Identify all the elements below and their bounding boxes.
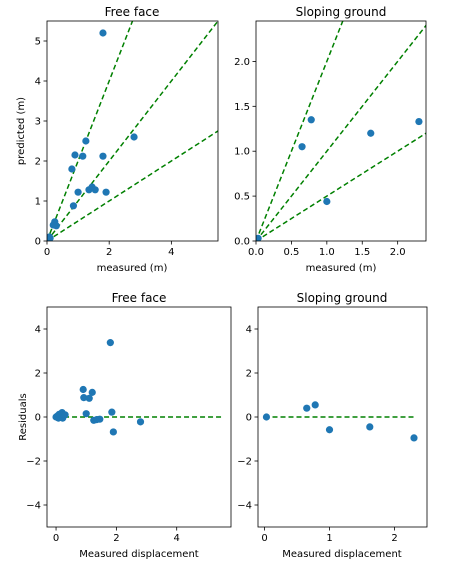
x-tick-label: 2 — [106, 247, 112, 258]
y-tick-label: 2 — [35, 157, 41, 168]
y-tick-label: 0.5 — [234, 192, 250, 203]
panel-title: Free face — [112, 291, 167, 305]
data-point — [61, 411, 69, 419]
data-point — [311, 401, 319, 409]
data-point — [80, 394, 88, 402]
y-tick-label: 1.0 — [234, 147, 250, 158]
panel-title: Sloping ground — [297, 291, 388, 305]
y-tick-label: −4 — [237, 501, 252, 512]
data-point — [91, 186, 99, 194]
x-tick-label: 1 — [326, 533, 332, 544]
x-axis-label: measured (m) — [306, 263, 377, 274]
data-point — [323, 197, 331, 206]
y-tick-label: 2 — [35, 369, 41, 380]
x-axis-label: Measured displacement — [282, 549, 401, 560]
data-point — [325, 426, 334, 434]
plot-area — [52, 339, 222, 436]
data-point — [136, 418, 145, 426]
x-tick-label: 4 — [168, 247, 174, 258]
reference-line — [47, 21, 218, 241]
x-tick-label: 2.0 — [390, 247, 406, 258]
reference-line — [256, 21, 344, 241]
data-point — [298, 143, 306, 151]
data-point — [303, 404, 311, 412]
x-tick-label: 0 — [44, 247, 50, 258]
data-point — [106, 339, 114, 347]
data-point — [367, 129, 375, 137]
data-point — [88, 388, 96, 396]
data-point — [108, 408, 116, 416]
data-point — [82, 137, 90, 145]
plot-area — [47, 21, 218, 241]
y-tick-label: 1 — [35, 197, 41, 208]
x-tick-label: 0.5 — [283, 247, 299, 258]
data-point — [99, 29, 107, 37]
panel-sloping-ground-residuals: Sloping ground Measured displacement 0 1 2… — [237, 291, 428, 560]
data-point — [256, 234, 262, 241]
y-tick-label: 0.0 — [234, 237, 250, 248]
x-tick-label: 0 — [261, 533, 267, 544]
panel-title: Free face — [105, 5, 160, 19]
data-point — [74, 188, 82, 196]
panel-free-face-predicted: Free face measured (m) predicted (m) 0 2 4… — [16, 5, 219, 274]
data-point — [85, 394, 93, 402]
x-axis-label: Measured displacement — [79, 549, 198, 560]
reference-line — [47, 130, 218, 241]
axes-frame — [46, 20, 219, 242]
data-point — [96, 415, 104, 423]
plot-area — [256, 21, 426, 241]
x-tick-label: 1.0 — [319, 247, 335, 258]
x-tick-label: 0 — [53, 533, 59, 544]
y-tick-label: 5 — [35, 37, 41, 48]
reference-line — [47, 21, 134, 241]
x-tick-label: 2 — [391, 533, 397, 544]
y-tick-label: 4 — [246, 325, 252, 336]
y-tick-label: 2 — [246, 369, 252, 380]
data-point — [102, 188, 110, 196]
data-point — [82, 410, 90, 418]
panel-sloping-ground-predicted: Sloping ground measured (m) 0.0 0.5 1.0 1.5… — [234, 5, 427, 274]
data-point — [262, 413, 271, 421]
y-tick-label: 0 — [246, 413, 252, 424]
data-point — [366, 423, 374, 431]
data-point — [52, 222, 60, 230]
data-point — [99, 152, 107, 160]
x-tick-label: 2 — [113, 533, 119, 544]
y-axis-label: predicted (m) — [16, 97, 27, 165]
data-point — [307, 116, 315, 124]
y-tick-label: −2 — [26, 457, 41, 468]
data-point — [68, 165, 76, 173]
data-point — [410, 434, 418, 442]
reference-line — [256, 132, 426, 241]
data-point — [130, 133, 138, 141]
panel-free-face-residuals: Free face Measured displacement Residual… — [18, 291, 232, 560]
data-point — [71, 151, 79, 159]
data-point — [69, 202, 78, 210]
data-point — [79, 385, 87, 394]
y-tick-label: −4 — [26, 501, 41, 512]
y-tick-label: 4 — [35, 77, 41, 88]
data-point — [109, 428, 117, 436]
y-tick-label: 0 — [35, 237, 41, 248]
data-point — [47, 234, 54, 241]
y-tick-label: 0 — [35, 413, 41, 424]
data-point — [79, 152, 87, 160]
y-axis-label: Residuals — [18, 393, 29, 440]
data-point — [415, 117, 423, 126]
y-tick-label: −2 — [237, 457, 252, 468]
panel-title: Sloping ground — [296, 5, 387, 19]
y-tick-label: 3 — [35, 117, 41, 128]
x-tick-label: 4 — [174, 533, 180, 544]
x-tick-label: 0.0 — [248, 247, 264, 258]
axes-frame — [255, 20, 427, 242]
x-axis-label: measured (m) — [97, 263, 168, 274]
x-tick-label: 1.5 — [354, 247, 370, 258]
y-tick-label: 2.0 — [234, 57, 250, 68]
y-tick-label: 4 — [35, 325, 41, 336]
y-tick-label: 1.5 — [234, 102, 250, 113]
plot-area — [262, 401, 418, 442]
reference-line — [256, 24, 426, 241]
